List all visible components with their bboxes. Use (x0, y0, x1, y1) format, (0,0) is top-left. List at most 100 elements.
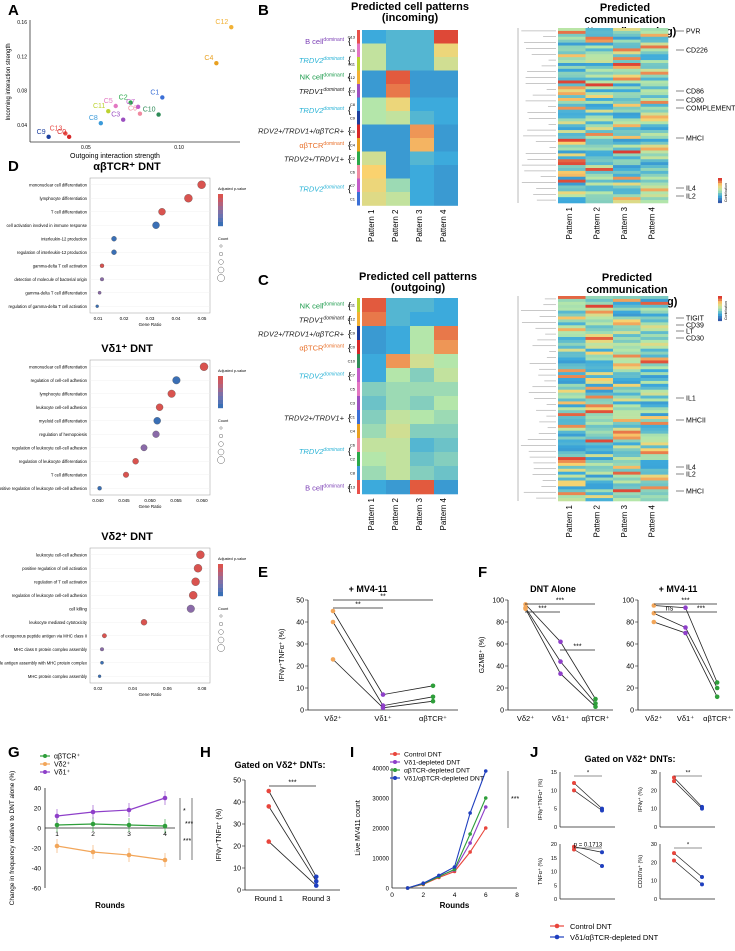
comm-heatmap-cell (558, 424, 586, 429)
d-dot (199, 362, 209, 371)
heatmap-cell (434, 312, 458, 327)
comm-heatmap-cell (558, 413, 586, 417)
comm-heatmap-cell (640, 372, 669, 376)
panel-letter-j: J (530, 744, 539, 761)
d-legend-circle (218, 629, 224, 635)
comm-heatmap-cell (585, 89, 614, 93)
comm-heatmap-cell (640, 366, 669, 370)
heatmap-cell (386, 43, 410, 58)
sig-label: ns (666, 606, 674, 613)
legend-swatch (718, 183, 722, 186)
comm-heatmap-cell (613, 194, 641, 198)
cluster-strip (357, 70, 360, 84)
comm-heatmap-cell (640, 65, 669, 70)
comm-heatmap-cell (585, 138, 614, 143)
heatmap-cell (410, 382, 434, 397)
comm-heatmap-cell (640, 36, 669, 40)
d-dot (111, 236, 117, 242)
d-legend-circle (219, 244, 223, 248)
d-legend-swatch (218, 396, 223, 401)
comm-heatmap-cell (640, 98, 669, 102)
comm-heatmap-cell (558, 307, 586, 311)
i-point (483, 796, 488, 800)
f-title-2: + MV4-11 (659, 584, 698, 594)
sig-label: *** (681, 598, 689, 605)
comm-heatmap-cell (613, 170, 641, 175)
d-term-label: lymphocyte differentiation (40, 196, 88, 201)
comm-heatmap-cell (585, 436, 614, 440)
comm-heatmap-cell (640, 191, 669, 195)
d-dot (153, 417, 161, 425)
comm-heatmap-cell (613, 404, 641, 408)
a-point-label: C7 (126, 99, 135, 106)
y-tick-label: 80 (496, 620, 504, 627)
comm-heatmap-cell (585, 298, 614, 303)
a-point (46, 134, 51, 140)
d-legend-circle (217, 274, 225, 282)
d-plot-frame (89, 547, 211, 684)
row-label-text: TRDV2 (299, 56, 324, 65)
j-legend-dot (554, 934, 560, 940)
i-legend-label: αβTCR-depleted DNT (404, 768, 470, 775)
comm-heatmap-cell (585, 454, 614, 458)
comm-heatmap-cell (613, 407, 641, 411)
heatmap-cell (410, 466, 434, 481)
d-dot (172, 376, 181, 385)
comm-heatmap-cell (613, 342, 641, 347)
j-legend-dot (554, 923, 560, 929)
j-y-tick: 10 (651, 807, 657, 813)
bracket: { (348, 446, 351, 456)
i-point (468, 841, 472, 845)
j-point-depleted (600, 850, 604, 855)
comm-heatmap-cell (640, 147, 669, 151)
heatmap-cell (410, 151, 434, 166)
d-dot (100, 660, 104, 665)
j-y-tick: 0 (554, 825, 557, 831)
g-x-tick: 4 (163, 831, 167, 838)
bracket: { (348, 370, 351, 380)
data-point (266, 839, 272, 844)
comm-heatmap-cell (613, 380, 641, 385)
series-line (332, 610, 434, 696)
a-point-label: C12 (215, 19, 228, 26)
heatmap-cell (434, 84, 458, 98)
comm-heatmap-cell (585, 433, 614, 437)
comm-heatmap-cell (640, 33, 669, 38)
d-dot (189, 591, 198, 600)
comm-heatmap-cell (585, 71, 614, 75)
comm-heatmap-cell (585, 419, 614, 423)
heatmap-cell (410, 84, 434, 98)
comm-heatmap-cell (558, 144, 586, 148)
comm-heatmap-cell (613, 39, 641, 43)
heatmap-cell (410, 30, 434, 44)
d-dot (196, 550, 205, 559)
comm-heatmap-cell (585, 296, 614, 300)
row-label-sup: dominant (323, 184, 344, 190)
bracket: { (348, 314, 351, 324)
heatmap-cell (386, 326, 410, 341)
row-label-sup: dominant (323, 483, 344, 489)
heatmap-cell (410, 192, 434, 206)
comm-heatmap-cell (558, 398, 586, 402)
comm-heatmap-cell (640, 153, 669, 157)
d-term-label: positive regulation of leukocyte cell-ce… (0, 486, 88, 491)
comm-heatmap-cell (640, 477, 669, 481)
comm-heatmap-cell (558, 462, 586, 467)
comm-heatmap-cell (558, 156, 586, 160)
comm-heatmap-cell (613, 89, 641, 93)
heatmap-cell (410, 312, 434, 327)
heatmap-cell (362, 438, 386, 453)
comm-heatmap-cell (640, 130, 669, 134)
a-point-label: C13 (50, 125, 63, 132)
comm-heatmap-cell (585, 328, 614, 332)
comm-heatmap-cell (613, 430, 641, 434)
d-dot (100, 277, 104, 282)
comm-heatmap-cell (558, 42, 586, 46)
comm-heatmap-cell (558, 430, 586, 434)
j-y-label: IFNγ⁺ (%) (637, 787, 644, 812)
comm-heatmap-cell (558, 173, 586, 178)
d-dot (140, 444, 148, 452)
comm-heatmap-cell (613, 71, 641, 75)
comm-heatmap-cell (558, 71, 586, 75)
comm-heatmap-cell (613, 460, 641, 464)
